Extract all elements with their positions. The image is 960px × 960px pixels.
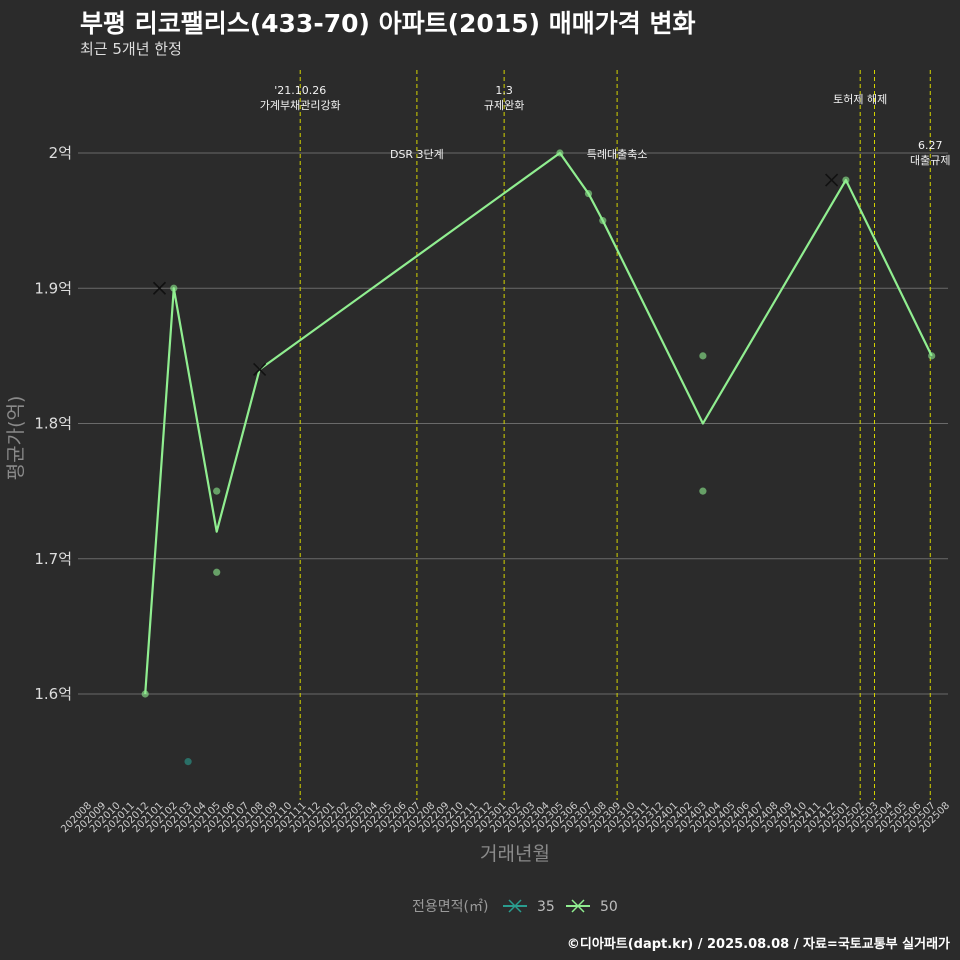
series-50-cross-marker <box>253 362 267 376</box>
series-50-point <box>213 568 221 576</box>
grid-lines <box>78 152 948 695</box>
y-axis-title: 평균가(억) <box>5 396 27 481</box>
series-50-point <box>170 284 178 292</box>
series-marks <box>141 149 936 766</box>
series-50-point <box>599 217 607 225</box>
event-label: '21.10.26 <box>274 84 326 97</box>
series-50-point <box>556 149 564 157</box>
y-tick-label: 1.9억 <box>34 279 72 297</box>
legend-label-35: 35 <box>537 899 555 915</box>
legend-title: 전용면적(㎡) <box>412 899 488 915</box>
y-tick-label: 1.8억 <box>34 415 72 433</box>
event-label: 토허제 해제 <box>833 92 887 106</box>
series-50-point <box>928 352 936 360</box>
event-label: 대출규제 <box>910 154 950 167</box>
event-label: 가계부채관리강화 <box>260 99 341 112</box>
series-50-cross-marker <box>825 173 839 187</box>
source-caption: ©디아파트(dapt.kr) / 2025.08.08 / 자료=국토교통부 실… <box>566 937 950 952</box>
series-50-point <box>213 487 221 495</box>
chart-title: 부평 리코팰리스(433-70) 아파트(2015) 매매가격 변화 <box>80 9 696 38</box>
series-50-point <box>699 352 707 360</box>
series-50-point <box>699 487 707 495</box>
event-label: DSR 3단계 <box>390 148 444 161</box>
event-label: 규제완화 <box>484 99 524 112</box>
series-50-point <box>842 176 850 184</box>
event-label: 특례대출축소 <box>587 148 648 161</box>
event-label: 1.3 <box>495 84 513 97</box>
series-50-point <box>584 189 593 198</box>
y-tick-label: 1.7억 <box>34 550 72 568</box>
series-50-line <box>144 151 933 695</box>
chart-subtitle: 최근 5개년 한정 <box>80 40 182 58</box>
x-axis-title: 거래년월 <box>480 843 550 865</box>
event-label: 6.27 <box>918 139 943 152</box>
legend-key-35 <box>503 899 527 913</box>
y-axis-ticks: 1.6억 1.7억 1.8억 1.9억 2억 <box>34 144 72 703</box>
y-tick-label: 1.6억 <box>34 685 72 703</box>
series-35-point <box>184 758 192 766</box>
legend-key-50 <box>566 899 590 913</box>
legend: 전용면적(㎡) 35 50 <box>412 899 618 915</box>
series-50-point <box>141 690 149 698</box>
legend-label-50: 50 <box>600 899 618 915</box>
series-50-cross-marker <box>152 281 167 295</box>
y-tick-label: 2억 <box>49 144 72 162</box>
x-axis-ticks: 2020082020092020102020112020122021012021… <box>59 800 952 835</box>
